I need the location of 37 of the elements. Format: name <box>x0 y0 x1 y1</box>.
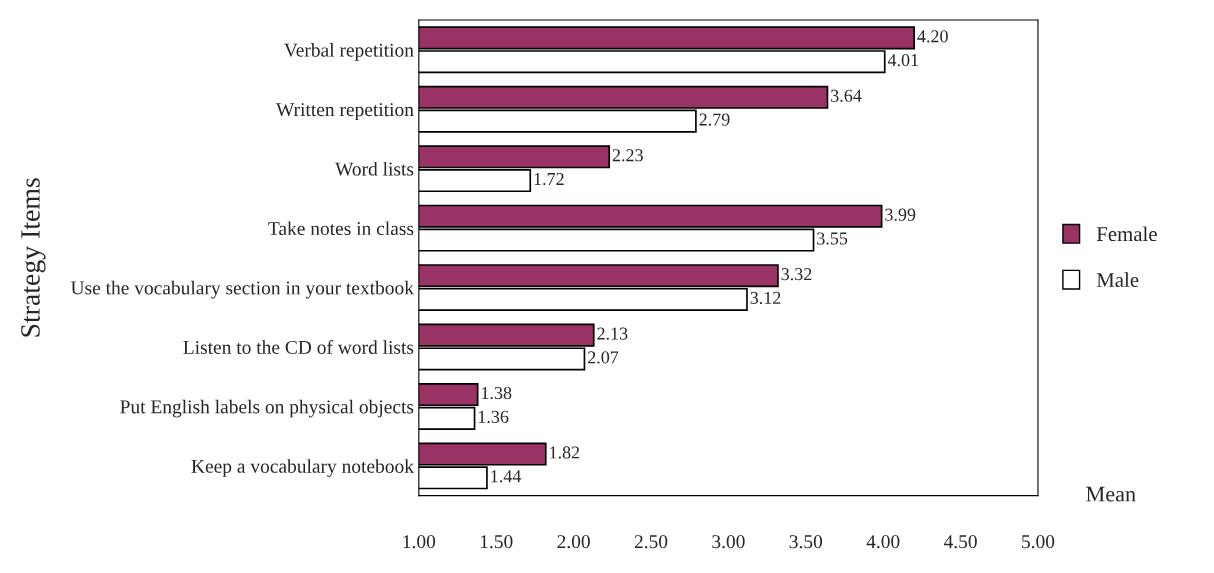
y-tick-label: Verbal repetition <box>284 43 414 61</box>
data-label: 2.07 <box>588 351 619 364</box>
data-label: 4.01 <box>887 54 919 67</box>
data-label: 3.55 <box>817 232 848 245</box>
y-tick-label: Listen to the CD of word lists <box>183 340 414 354</box>
y-tick-label: Keep a vocabulary notebook <box>191 459 414 477</box>
x-tick-label: 2.00 <box>557 535 590 549</box>
x-tick-label: 2.50 <box>634 535 668 549</box>
y-tick-label: Take notes in class <box>268 221 414 236</box>
data-label: 2.79 <box>699 113 730 126</box>
data-label: 3.99 <box>885 208 916 221</box>
data-label: 3.12 <box>750 291 781 305</box>
x-tick-label: 4.50 <box>943 535 977 549</box>
x-tick-label: 3.00 <box>712 535 745 549</box>
legend-label: Male <box>1096 272 1139 288</box>
y-tick-label: Word lists <box>335 161 414 176</box>
data-label: 3.64 <box>831 89 862 102</box>
x-tick-label: 4.00 <box>866 535 900 549</box>
x-tick-label: 1.00 <box>403 535 436 549</box>
y-tick-label: Written repetition <box>276 103 414 121</box>
data-label: 2.13 <box>597 327 628 340</box>
x-tick-label: 1.50 <box>480 535 513 549</box>
data-label: 1.38 <box>482 386 512 400</box>
x-tick-label: 3.50 <box>789 535 823 549</box>
data-label: 4.20 <box>917 30 948 43</box>
x-tick-label: 5.00 <box>1022 535 1055 549</box>
x-axis-title: Mean <box>1086 486 1136 502</box>
legend-label: Female <box>1096 226 1157 242</box>
y-tick-label: Use the vocabulary section in your textbook <box>70 280 414 299</box>
y-tick-label: Put English labels on physical objects <box>120 399 414 418</box>
data-label: 1.82 <box>550 446 580 459</box>
y-axis-title: Strategy Items <box>21 178 46 337</box>
data-label: 2.23 <box>612 149 643 162</box>
data-label: 1.44 <box>491 470 522 483</box>
data-label: 1.72 <box>534 172 564 186</box>
data-label: 3.32 <box>781 268 812 281</box>
data-label: 1.36 <box>478 410 509 423</box>
